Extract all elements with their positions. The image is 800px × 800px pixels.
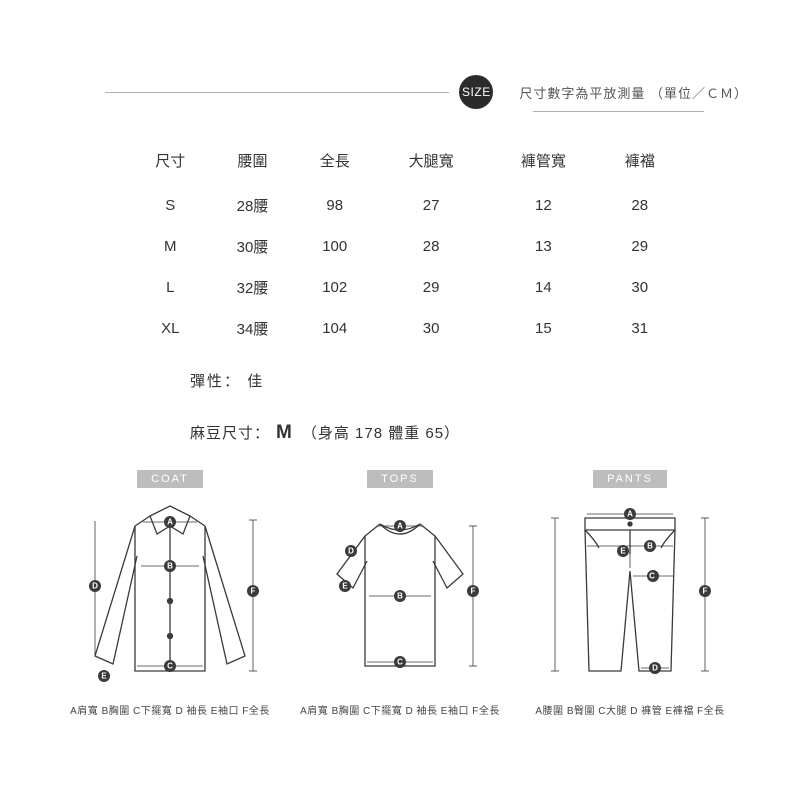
svg-text:C: C xyxy=(167,662,173,671)
tops-icon: A B C D E F xyxy=(295,496,505,696)
header-rule-left xyxy=(105,92,449,93)
table-cell: 28腰 xyxy=(210,185,294,226)
diagram-tops: TOPS xyxy=(290,470,510,717)
table-cell: 27 xyxy=(375,185,487,226)
table-cell: M xyxy=(130,226,210,267)
svg-text:F: F xyxy=(703,587,708,596)
header-caption: 尺寸數字為平放測量 （單位／ＣＭ） xyxy=(519,83,748,102)
svg-text:E: E xyxy=(101,672,107,681)
table-cell: 12 xyxy=(487,185,599,226)
table-cell: 98 xyxy=(295,185,375,226)
pants-icon: A B C D E F xyxy=(525,496,735,696)
table-row: S28腰98271228 xyxy=(130,185,680,226)
size-header: SIZE 尺寸數字為平放測量 （單位／ＣＭ） xyxy=(105,78,752,106)
table-cell: 14 xyxy=(487,267,599,308)
table-cell: 28 xyxy=(599,185,680,226)
diagram-pants: PANTS xyxy=(520,470,740,717)
svg-text:E: E xyxy=(620,547,626,556)
diagram-row: COAT xyxy=(60,470,740,717)
header-rule-right xyxy=(533,111,704,112)
size-badge: SIZE xyxy=(459,75,493,109)
svg-text:F: F xyxy=(251,587,256,596)
table-cell: 30 xyxy=(375,308,487,349)
diagram-tops-label: TOPS xyxy=(367,470,433,488)
diagram-pants-caption: A腰圍 B臀圍 C大腿 D 褲管 E褲襠 F全長 xyxy=(535,702,724,717)
col-leg: 褲管寬 xyxy=(487,140,599,185)
table-cell: XL xyxy=(130,308,210,349)
diagram-coat-caption: A肩寬 B胸圍 C下擺寬 D 袖長 E袖口 F全長 xyxy=(70,702,270,717)
table-cell: S xyxy=(130,185,210,226)
table-cell: 29 xyxy=(375,267,487,308)
size-table: 尺寸 腰圍 全長 大腿寬 褲管寬 褲襠 S28腰98271228M30腰1002… xyxy=(130,140,680,349)
diagram-pants-label: PANTS xyxy=(593,470,667,488)
col-length: 全長 xyxy=(295,140,375,185)
table-cell: 30腰 xyxy=(210,226,294,267)
table-cell: 102 xyxy=(295,267,375,308)
svg-text:B: B xyxy=(167,562,173,571)
col-size: 尺寸 xyxy=(130,140,210,185)
col-waist: 腰圍 xyxy=(210,140,294,185)
col-thigh: 大腿寬 xyxy=(375,140,487,185)
table-cell: 28 xyxy=(375,226,487,267)
svg-text:B: B xyxy=(397,592,403,601)
table-cell: 34腰 xyxy=(210,308,294,349)
table-row: M30腰100281329 xyxy=(130,226,680,267)
svg-text:C: C xyxy=(397,658,403,667)
svg-text:B: B xyxy=(647,542,653,551)
elastic-label: 彈性： xyxy=(190,373,241,390)
model-label: 麻豆尺寸： xyxy=(190,422,270,443)
svg-text:C: C xyxy=(649,572,655,581)
diagram-tops-caption: A肩寬 B胸圍 C下擺寬 D 袖長 E袖口 F全長 xyxy=(300,702,500,717)
table-row: L32腰102291430 xyxy=(130,267,680,308)
elastic-row: 彈性： 佳 xyxy=(190,370,264,391)
model-size: M xyxy=(276,422,292,444)
table-header-row: 尺寸 腰圍 全長 大腿寬 褲管寬 褲襠 xyxy=(130,140,680,185)
svg-text:A: A xyxy=(167,518,173,527)
diagram-coat-label: COAT xyxy=(137,470,203,488)
svg-text:D: D xyxy=(652,664,658,673)
table-cell: L xyxy=(130,267,210,308)
table-row: XL34腰104301531 xyxy=(130,308,680,349)
diagram-coat: COAT xyxy=(60,470,280,717)
table-cell: 15 xyxy=(487,308,599,349)
table-cell: 32腰 xyxy=(210,267,294,308)
table-cell: 29 xyxy=(599,226,680,267)
svg-text:F: F xyxy=(471,587,476,596)
svg-text:D: D xyxy=(348,547,354,556)
table-cell: 13 xyxy=(487,226,599,267)
table-cell: 104 xyxy=(295,308,375,349)
table-cell: 100 xyxy=(295,226,375,267)
svg-text:E: E xyxy=(342,582,348,591)
svg-text:D: D xyxy=(92,582,98,591)
model-row: 麻豆尺寸： M （身高 178 體重 65） xyxy=(190,422,460,444)
svg-text:A: A xyxy=(627,510,633,519)
table-cell: 30 xyxy=(599,267,680,308)
table-cell: 31 xyxy=(599,308,680,349)
svg-text:A: A xyxy=(397,522,403,531)
col-crotch: 褲襠 xyxy=(599,140,680,185)
coat-icon: A B C D E F xyxy=(65,496,275,696)
model-detail: （身高 178 體重 65） xyxy=(302,422,460,443)
elastic-value: 佳 xyxy=(247,373,264,390)
